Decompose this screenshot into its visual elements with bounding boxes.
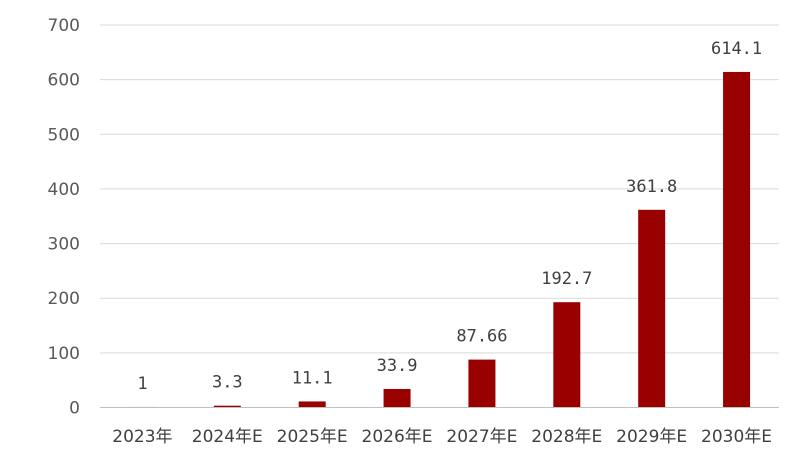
- x-category-label: 2026年E: [362, 427, 433, 447]
- x-category-label: 2027年E: [446, 427, 517, 447]
- y-tick-label: 100: [48, 344, 80, 364]
- x-category-label: 2023年: [112, 427, 172, 447]
- data-label: 87.66: [456, 327, 507, 347]
- x-category-label: 2030年E: [701, 427, 772, 447]
- y-tick-label: 0: [69, 399, 80, 419]
- y-tick-label: 700: [48, 16, 80, 36]
- y-tick-label: 400: [48, 180, 80, 200]
- data-label: 192.7: [541, 269, 592, 289]
- x-category-label: 2029年E: [616, 427, 687, 447]
- data-label: 11.1: [292, 368, 333, 388]
- bar: [298, 401, 326, 408]
- x-category-label: 2025年E: [277, 427, 348, 447]
- bar: [723, 71, 751, 408]
- y-tick-label: 500: [48, 125, 80, 145]
- x-axis-category-labels: 2023年 2024年E 2025年E 2026年E 2027年E 2028年E 2029年…: [112, 427, 772, 447]
- bar: [213, 405, 241, 408]
- data-label: 361.8: [626, 177, 677, 197]
- x-category-label: 2028年E: [531, 427, 602, 447]
- y-tick-label: 200: [48, 289, 80, 309]
- bar: [553, 302, 581, 408]
- bar: [383, 388, 411, 408]
- x-category-label: 2024年E: [192, 427, 263, 447]
- bar: [638, 209, 666, 408]
- y-tick-label: 600: [48, 71, 80, 91]
- bars: [128, 71, 751, 408]
- gridlines: [100, 24, 779, 354]
- y-tick-label: 300: [48, 235, 80, 255]
- data-label: 614.1: [711, 39, 762, 59]
- y-axis-tick-labels: 0 100 200 300 400 500 600 700: [48, 16, 80, 419]
- data-label: 33.9: [377, 356, 418, 376]
- bar: [468, 359, 496, 408]
- data-label: 3.3: [212, 373, 243, 393]
- data-label: 1: [137, 374, 147, 394]
- data-labels: 1 3.3 11.1 33.9 87.66 192.7 361.8 614.1: [137, 39, 762, 394]
